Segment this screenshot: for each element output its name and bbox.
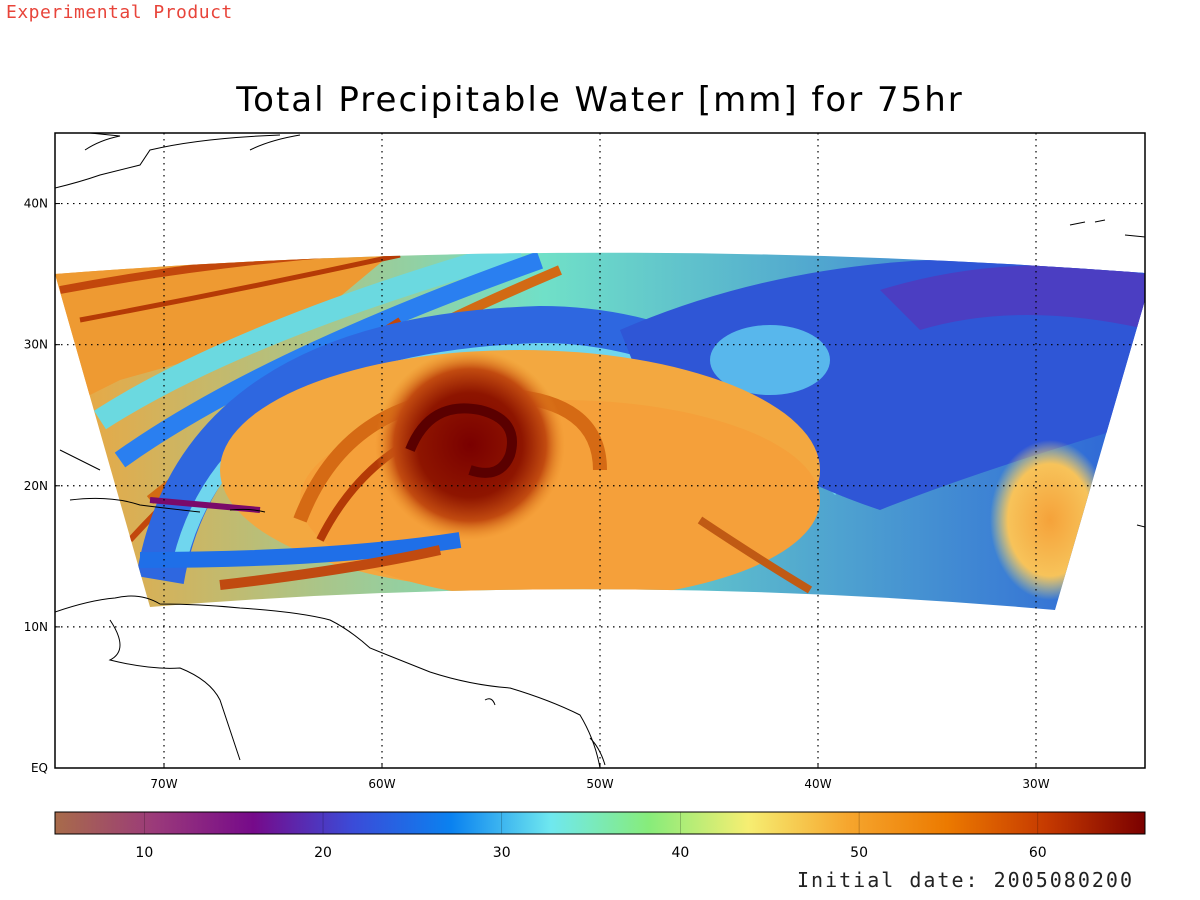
colorbar-ticks: 10 20 30 40 50 60 — [135, 812, 1047, 861]
colorbar-tick-label: 50 — [850, 845, 868, 861]
lon-tick-label: 70W — [150, 777, 177, 791]
experimental-product-label: Experimental Product — [6, 2, 233, 23]
colorbar-tick-label: 40 — [671, 845, 689, 861]
coastlines — [55, 133, 1145, 768]
lat-tick-label: 30N — [24, 338, 48, 352]
initial-date-label: Initial date: 2005080200 — [797, 868, 1134, 892]
lon-tick-label: 60W — [368, 777, 395, 791]
lat-tick-label: 40N — [24, 197, 48, 211]
map-title: Total Precipitable Water [mm] for 75hr — [236, 80, 964, 120]
lat-tick-label: 10N — [24, 620, 48, 634]
graticule — [55, 133, 1145, 768]
colorbar-tick-label: 20 — [314, 845, 332, 861]
colorbar — [54, 811, 1146, 835]
lon-tick-label: 30W — [1022, 777, 1049, 791]
lon-tick-label: 40W — [804, 777, 831, 791]
colorbar-tick-label: 30 — [493, 845, 511, 861]
map-axes: 70W 60W 50W 40W 30W EQ 10N 20N 30N 40N — [24, 197, 1050, 791]
lon-tick-label: 50W — [586, 777, 613, 791]
moisture-field — [55, 252, 1145, 610]
colorbar-tick-label: 10 — [135, 845, 153, 861]
lat-tick-label: 20N — [24, 479, 48, 493]
colorbar-tick-label: 60 — [1029, 845, 1047, 861]
lat-tick-label: EQ — [31, 761, 48, 775]
